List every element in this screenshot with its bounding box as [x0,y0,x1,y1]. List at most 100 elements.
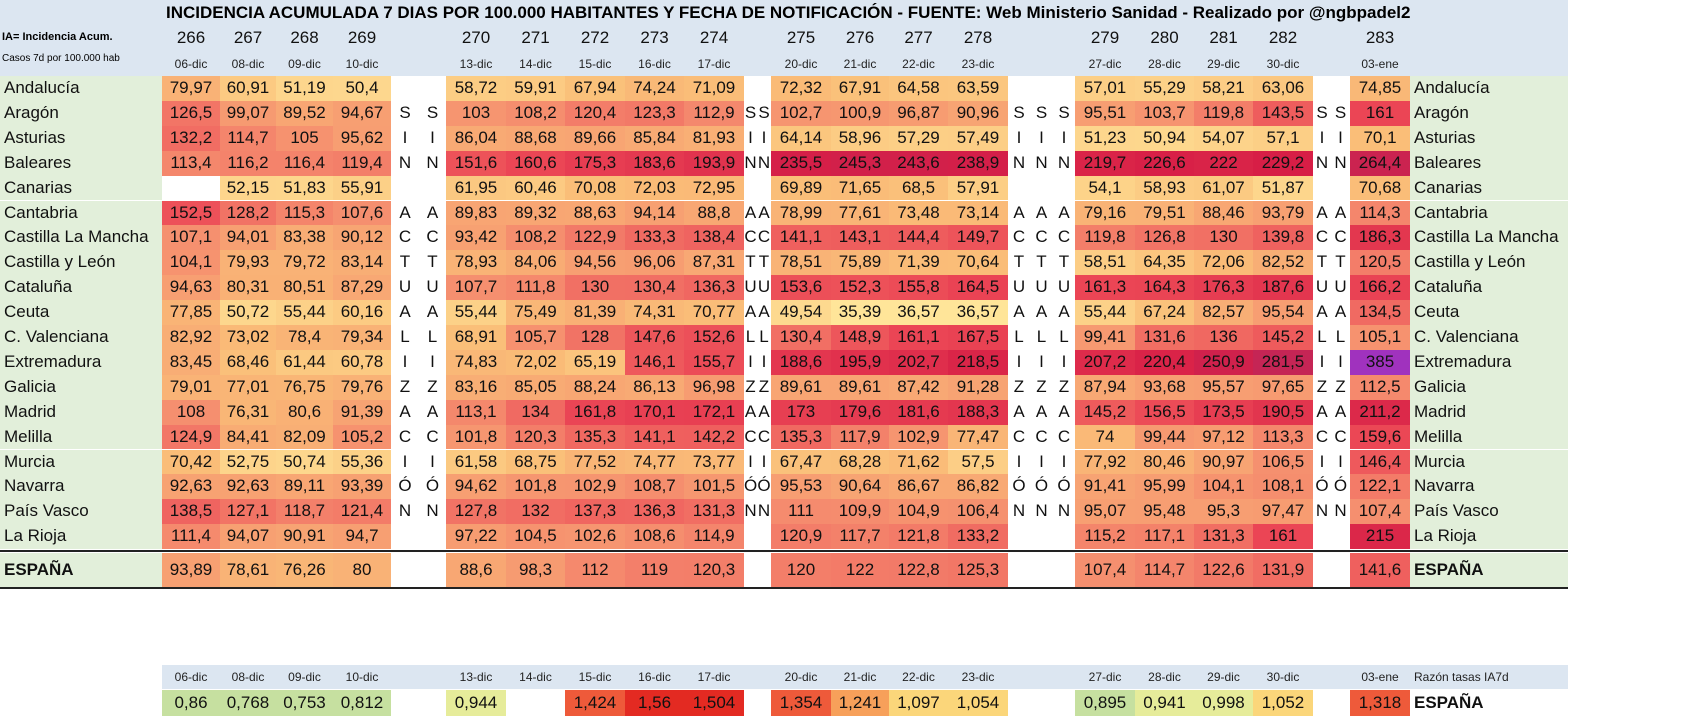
ratio-cell: 1,424 [565,690,625,716]
weekend-marker: T [1313,250,1331,276]
weekend-marker: U [391,275,419,301]
ratio-date-header: 14-dic [506,665,565,689]
weekend-marker: Ó [1008,474,1030,500]
incidence-cell: 108 [162,399,220,425]
incidence-cell: 103,7 [1135,100,1194,126]
incidence-cell: 86,82 [948,474,1008,500]
incidence-cell: 108,2 [506,100,565,126]
incidence-cell: 85,05 [506,374,565,400]
incidence-cell: 87,31 [684,250,744,276]
date-header: 09-dic [276,54,333,74]
incidence-cell: 77,61 [831,200,889,226]
weekend-marker [419,524,446,550]
weekend-marker [1030,175,1053,201]
day-number: 282 [1253,25,1313,51]
incidence-cell: 133,2 [948,524,1008,550]
incidence-cell: 138,5 [162,499,220,525]
incidence-cell: 80,6 [276,399,333,425]
incidence-cell: 50,4 [333,76,391,101]
incidence-cell: 136,3 [684,275,744,301]
weekend-marker: L [391,325,419,350]
weekend-marker: I [419,449,446,475]
region-label-right: Castilla La Mancha [1410,225,1568,251]
incidence-cell: 385 [1350,349,1410,375]
incidence-cell: 65,19 [565,349,625,375]
incidence-cell: 108,2 [506,225,565,251]
date-header: 10-dic [333,54,391,74]
incidence-cell: 83,14 [333,250,391,276]
incidence-cell: 74,24 [625,76,684,101]
incidence-cell: 235,5 [771,150,831,176]
weekend-marker: I [391,349,419,375]
incidence-cell: 51,19 [276,76,333,101]
ratio-date-header: 06-dic [162,665,220,689]
weekend-marker: I [391,125,419,151]
region-label: La Rioja [0,524,162,550]
incidence-cell: 161 [1253,524,1313,550]
incidence-cell: 136 [1194,325,1253,350]
incidence-cell: 111,8 [506,275,565,301]
incidence-cell: 75,49 [506,300,565,325]
incidence-cell: 193,9 [684,150,744,176]
incidence-cell: 115,3 [276,200,333,226]
incidence-cell: 115,2 [1075,524,1135,550]
incidence-cell: 51,83 [276,175,333,201]
total-cell: 88,6 [446,553,506,588]
incidence-cell: 118,7 [276,499,333,525]
incidence-cell: 78,51 [771,250,831,276]
incidence-cell: 93,39 [333,474,391,500]
incidence-cell: 49,54 [771,300,831,325]
date-header: 28-dic [1135,54,1194,74]
weekend-marker [1030,76,1053,101]
weekend-marker: I [1030,125,1053,151]
ratio-date-header: 08-dic [220,665,276,689]
weekend-marker: L [419,325,446,350]
date-header: 29-dic [1194,54,1253,74]
weekend-marker: N [744,150,757,176]
incidence-cell: 72,32 [771,76,831,101]
weekend-marker: I [1008,449,1030,475]
incidence-cell: 114,3 [1350,200,1410,226]
region-label: C. Valenciana [0,325,162,350]
weekend-marker: C [391,424,419,450]
incidence-cell: 113,1 [446,399,506,425]
incidence-cell: 142,2 [684,424,744,450]
date-header: 14-dic [506,54,565,74]
ratio-label-right: ESPAÑA [1410,690,1568,716]
weekend-marker: U [757,275,771,301]
incidence-cell: 112,9 [684,100,744,126]
total-cell: 76,26 [276,553,333,588]
weekend-marker [757,76,771,101]
legend-area [0,0,162,76]
ratio-date-header: 15-dic [565,665,625,689]
region-label-right: La Rioja [1410,524,1568,550]
incidence-cell: 100,9 [831,100,889,126]
weekend-marker: A [419,399,446,425]
region-label: Aragón [0,100,162,126]
weekend-marker: C [419,225,446,251]
incidence-cell: 91,41 [1075,474,1135,500]
weekend-marker: N [1313,499,1331,525]
weekend-marker: A [1008,300,1030,325]
weekend-marker: A [1331,200,1350,226]
incidence-cell: 188,6 [771,349,831,375]
incidence-cell: 107,4 [1350,499,1410,525]
region-label: Castilla La Mancha [0,225,162,251]
incidence-cell: 190,5 [1253,399,1313,425]
incidence-cell: 151,6 [446,150,506,176]
incidence-cell: 68,91 [446,325,506,350]
incidence-cell: 113,4 [162,150,220,176]
incidence-cell: 93,42 [446,225,506,251]
weekend-marker [744,76,757,101]
region-label-right: País Vasco [1410,499,1568,525]
region-label-right: Murcia [1410,449,1568,475]
incidence-cell: 95,3 [1194,499,1253,525]
region-label-right: C. Valenciana [1410,325,1568,350]
total-cell: 141,6 [1350,553,1410,588]
incidence-cell: 57,91 [948,175,1008,201]
incidence-cell: 108,1 [1253,474,1313,500]
incidence-cell: 77,52 [565,449,625,475]
weekend-marker [1331,175,1350,201]
weekend-marker: T [419,250,446,276]
total-cell: 120 [771,553,831,588]
